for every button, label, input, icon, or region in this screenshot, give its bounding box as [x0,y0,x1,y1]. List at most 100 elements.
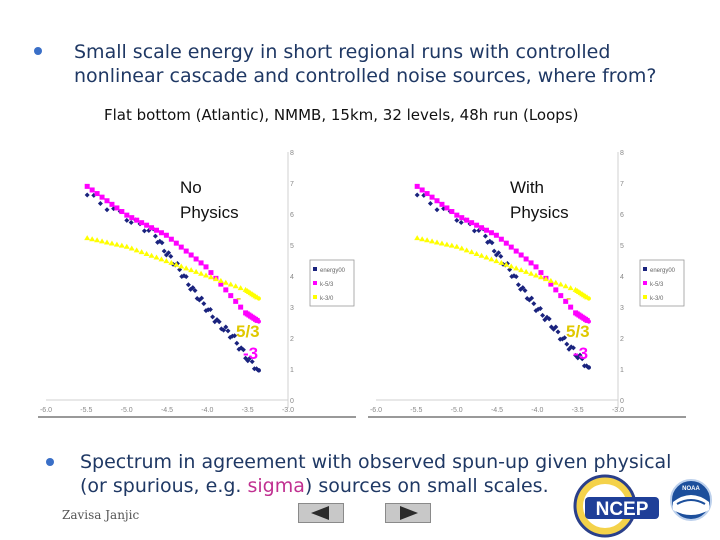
point-k-5/3 [563,298,569,304]
point-k-3/0 [537,274,544,280]
point-k-3/0 [256,296,261,301]
point-k-3/0 [227,281,234,287]
point-energy00 [579,356,585,362]
point-k-3/0 [232,283,239,289]
bullet-1-text: Small scale energy in short regional run… [74,40,656,88]
point-k-5/3 [533,264,539,270]
point-energy00 [515,282,521,288]
point-k-5/3 [444,205,450,211]
point-k-5/3 [454,212,460,218]
point-k-3/0 [429,238,436,244]
point-k-3/0 [419,236,426,242]
point-energy00 [586,365,591,370]
point-k-5/3 [558,293,564,299]
x-tick-label: -3.0 [282,407,294,414]
slope-label-2: -3 [573,344,588,363]
point-k-5/3 [429,194,435,200]
point-energy00 [84,192,90,198]
point-energy00 [562,335,568,341]
point-k-5/3 [424,191,430,197]
point-energy00 [522,288,528,294]
legend-swatch [313,295,317,299]
legend-box [639,259,685,307]
point-k-5/3 [178,244,184,250]
legend-swatch [313,281,317,285]
bullet-2-line-1: Spectrum in agreement with observed spun… [80,451,672,473]
point-k-5/3 [193,256,199,262]
point-k-5/3 [508,244,514,250]
point-k-5/3 [203,264,209,270]
point-k-5/3 [459,215,465,221]
point-energy00 [190,285,196,291]
label-box-line-1: With [510,178,544,197]
chart-panel-with-physics: 0 1 2 3 4 5 6 7 8 -6.0 -5.5 -5.0 -4.5 -4.0 -3.5 -3.0 Wit… [368,150,686,418]
bullet-2-line-2: (or spurious, e.g. sigma) sources on sma… [80,474,671,498]
prev-slide-icon [311,506,329,520]
legend-entry: energy00 [320,268,346,274]
legend-box [309,259,355,307]
point-k-3/0 [203,272,209,278]
point-energy00 [212,319,218,325]
noaa-logo: NOAA [670,479,712,521]
point-k-3/0 [99,238,106,244]
point-energy00 [520,285,526,291]
point-energy00 [434,207,440,213]
point-k-3/0 [222,279,229,285]
point-energy00 [210,314,216,320]
point-k-5/3 [168,236,174,242]
point-k-3/0 [108,240,115,246]
point-k-3/0 [458,245,465,251]
point-energy00 [498,253,504,259]
x-tick-label: -6.0 [370,407,382,414]
point-k-3/0 [478,252,485,258]
point-k-5/3 [469,220,475,226]
bullet-1-line-2: nonlinear cascade and controlled noise s… [74,65,657,87]
point-k-5/3 [198,260,204,266]
point-k-5/3 [523,256,529,262]
point-energy00 [256,368,261,373]
point-energy00 [546,316,552,322]
x-tick-label: -6.0 [40,407,52,414]
point-energy00 [249,359,255,365]
point-energy00 [555,329,561,335]
y-tick-label: 7 [620,181,624,188]
bullet-2-part-a: (or spurious, e.g. [80,475,248,497]
point-k-3/0 [143,250,150,256]
bullet-icon [46,458,54,466]
point-energy00 [414,192,420,198]
point-k-5/3 [228,293,234,299]
point-k-5/3 [134,217,140,223]
point-energy00 [513,274,519,280]
point-k-3/0 [542,276,549,282]
next-slide-button[interactable] [385,503,431,523]
point-k-5/3 [173,240,179,246]
point-k-5/3 [488,230,494,236]
prev-slide-button[interactable] [298,503,344,523]
point-energy00 [564,341,570,347]
point-k-3/0 [518,267,525,273]
point-energy00 [247,355,253,361]
label-box-line-2: Physics [180,203,239,222]
point-k-3/0 [468,249,475,255]
point-k-5/3 [414,183,420,189]
point-energy00 [194,296,200,302]
point-k-5/3 [144,222,150,228]
point-k-3/0 [198,270,205,276]
legend-entry: energy00 [650,268,676,274]
point-energy00 [223,324,229,330]
point-k-5/3 [154,227,159,233]
y-tick-label: 8 [620,150,624,157]
point-k-5/3 [238,304,244,310]
y-tick-label: 5 [290,243,294,250]
point-energy00 [427,201,433,207]
point-energy00 [491,248,497,254]
point-k-5/3 [518,252,524,258]
next-slide-icon [400,506,418,520]
point-k-5/3 [449,209,455,215]
y-tick-label: 2 [290,336,294,343]
point-k-3/0 [414,235,421,241]
bullet-2-text: Spectrum in agreement with observed spun… [80,450,671,498]
point-k-3/0 [193,268,200,274]
point-k-3/0 [448,242,455,248]
point-k-3/0 [557,281,564,287]
